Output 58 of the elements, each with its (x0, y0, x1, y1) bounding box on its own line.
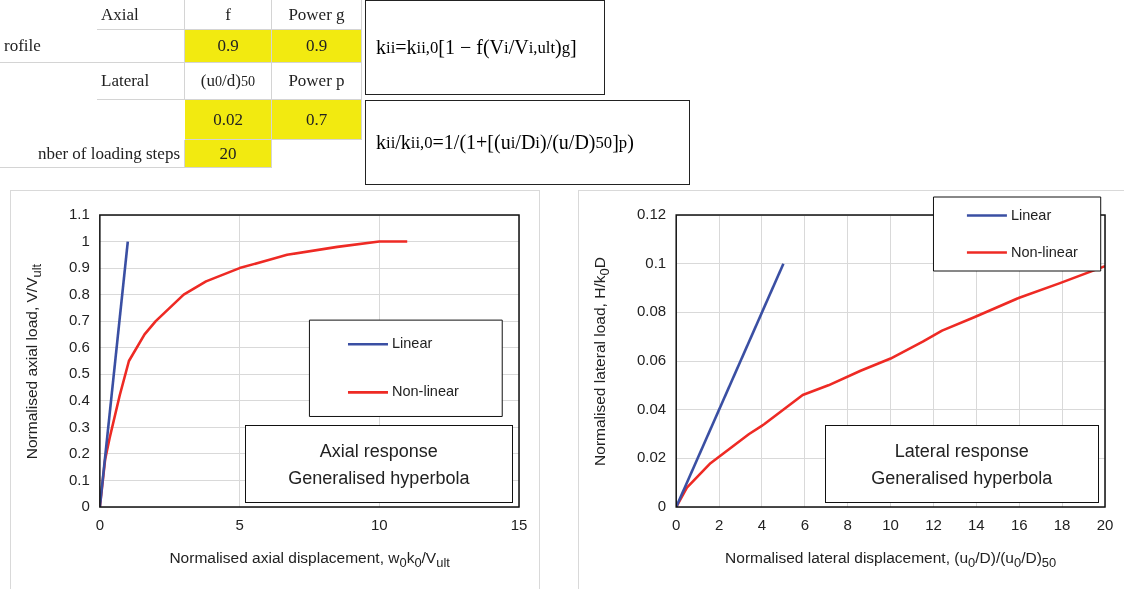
text: 0.7 (272, 100, 362, 140)
annotation: Generalised hyperbola (870, 467, 1054, 490)
annotation: Generalised hyperbola (287, 467, 471, 490)
y-tick-label: 0.2 (68, 444, 90, 462)
x-tick-label: 20 (1096, 516, 1114, 534)
legend-label: Non-linear (1010, 243, 1078, 260)
y-tick-label: 0.12 (636, 205, 667, 223)
y-tick-label: 0.3 (68, 417, 90, 435)
text: 0.02 (185, 100, 272, 140)
annotation: Axial response (318, 440, 439, 463)
y-tick-label: 0.7 (68, 311, 90, 329)
y-tick-label: 1.1 (68, 205, 90, 223)
x-tick-label: 12 (925, 516, 942, 534)
caption-box: Axial response Generalised hyperbola (244, 425, 513, 503)
x-tick-label: 2 (714, 516, 724, 534)
x-tick-label: 6 (800, 516, 810, 534)
text: Power g (272, 0, 362, 30)
y-tick-label: 0.6 (68, 337, 90, 355)
x-tick-label: 14 (968, 516, 985, 534)
y-tick-label: 0.5 (68, 364, 90, 382)
x-tick-label: 5 (235, 516, 244, 534)
y-tick-label: 0.1 (68, 470, 90, 488)
y-tick-label: 0.8 (68, 284, 90, 302)
annotation: Lateral response (893, 440, 1030, 463)
y-tick-label: 0.04 (636, 399, 667, 417)
y-tick-label: 0 (657, 497, 667, 515)
x-axis-title: Normalised lateral displacement, (u$_{0}$/D)/(u$_{0}$/D)$_{50}$ (725, 549, 1057, 571)
x-tick-label: 0 (95, 516, 105, 534)
y-tick-label: 1 (81, 231, 90, 249)
y-tick-label: 0.1 (645, 253, 667, 271)
y-tick-label: 0.9 (68, 258, 90, 276)
text: rofile (0, 30, 185, 63)
caption-box: Lateral response Generalised hyperbola (824, 425, 1099, 503)
x-tick-label: 10 (370, 516, 388, 534)
text: Power p (272, 63, 362, 100)
x-tick-label: 18 (1053, 516, 1071, 534)
text: 0.9 (185, 30, 272, 63)
legend-label: Linear (391, 335, 433, 352)
x-tick-label: 4 (757, 516, 767, 534)
legend-label: Linear (1010, 206, 1052, 223)
y-tick-label: 0.06 (636, 351, 667, 369)
y-tick-label: 0.08 (636, 302, 667, 320)
x-tick-label: 10 (882, 516, 899, 534)
y-tick-label: 0.4 (68, 390, 90, 408)
text: f (185, 0, 272, 30)
x-tick-label: 16 (1010, 516, 1028, 534)
text: 20 (185, 140, 272, 168)
y-tick-label: 0.02 (636, 448, 667, 466)
legend-label: Non-linear (391, 383, 460, 400)
x-axis-title: Normalised axial displacement, w$_{0}$k$_{0}$/V$_{ult}$ (169, 549, 450, 571)
text: Axial (97, 0, 185, 30)
text: nber of loading steps (0, 140, 185, 168)
text: Lateral (97, 63, 185, 100)
x-tick-label: 15 (510, 516, 528, 534)
x-tick-label: 8 (843, 516, 852, 534)
x-tick-label: 0 (672, 516, 681, 534)
text: 0.9 (272, 30, 362, 63)
y-tick-label: 0 (81, 497, 90, 515)
